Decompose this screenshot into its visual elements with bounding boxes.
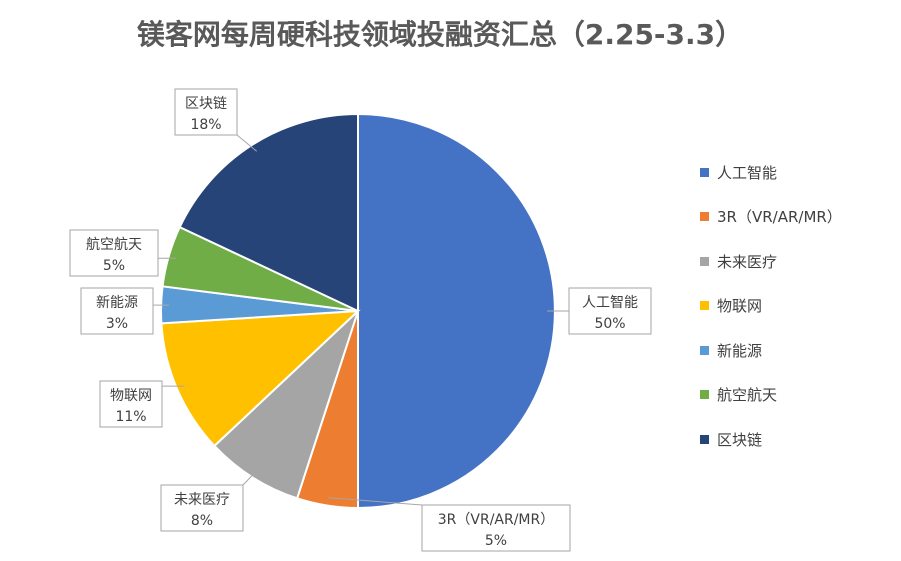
callout-value-5: 5% [103,258,125,274]
legend-swatch-1 [700,212,709,222]
callout-label-3: 物联网 [110,388,152,404]
callout-leader-1 [328,497,423,506]
legend-item-6: 区块链 [700,417,895,462]
legend-item-1: 3R（VR/AR/MR） [700,195,895,240]
legend-label-4: 新能源 [717,341,763,360]
chart-title: 镁客网每周硬科技领域投融资汇总（2.25-3.3） [137,18,743,51]
callout-value-3: 11% [115,409,146,425]
legend-label-1: 3R（VR/AR/MR） [717,208,842,227]
legend-label-5: 航空航天 [717,386,778,405]
legend-label-3: 物联网 [717,297,763,316]
callout-label-5: 航空航天 [86,237,142,253]
legend-item-2: 未来医疗 [700,239,895,284]
legend-swatch-2 [700,256,709,266]
callout-box-3 [99,380,163,428]
callout-box-2 [160,484,244,532]
callout-value-1: 5% [485,533,507,549]
callout-value-6: 18% [190,117,221,133]
legend-item-5: 航空航天 [700,373,895,418]
callout-label-4: 新能源 [96,295,138,311]
pie-slice-3 [160,309,361,448]
legend-swatch-3 [700,301,709,311]
callout-label-1: 3R（VR/AR/MR） [438,512,554,528]
chart-legend: 人工智能 3R（VR/AR/MR） 未来医疗物联网新能源航空航天区块链 [700,150,895,462]
legend-swatch-5 [700,390,709,400]
callout-leader-6 [236,134,258,152]
legend-item-0: 人工智能 [700,150,895,195]
callout-box-0 [568,287,652,335]
callout-box-6 [174,88,238,136]
legend-swatch-0 [700,167,709,177]
callout-label-2: 未来医疗 [174,492,230,508]
legend-label-6: 区块链 [717,430,763,449]
callout-box-4 [80,287,154,335]
legend-item-3: 物联网 [700,284,895,329]
callout-value-2: 8% [191,513,213,529]
pie-slice-6 [178,112,359,313]
callout-box-1 [421,504,571,552]
legend-swatch-6 [700,434,709,444]
legend-label-0: 人工智能 [717,163,778,182]
legend-item-4: 新能源 [700,328,895,373]
callout-label-6: 区块链 [185,96,227,112]
pie-slice-2 [212,310,359,500]
callout-label-0: 人工智能 [582,295,638,311]
pie-slice-0 [357,112,556,510]
callout-value-0: 50% [594,316,625,332]
callout-value-4: 3% [106,316,128,332]
legend-label-2: 未来医疗 [717,252,778,271]
legend-swatch-4 [700,345,709,355]
callout-box-5 [69,229,159,277]
callout-leader-2 [242,470,258,486]
